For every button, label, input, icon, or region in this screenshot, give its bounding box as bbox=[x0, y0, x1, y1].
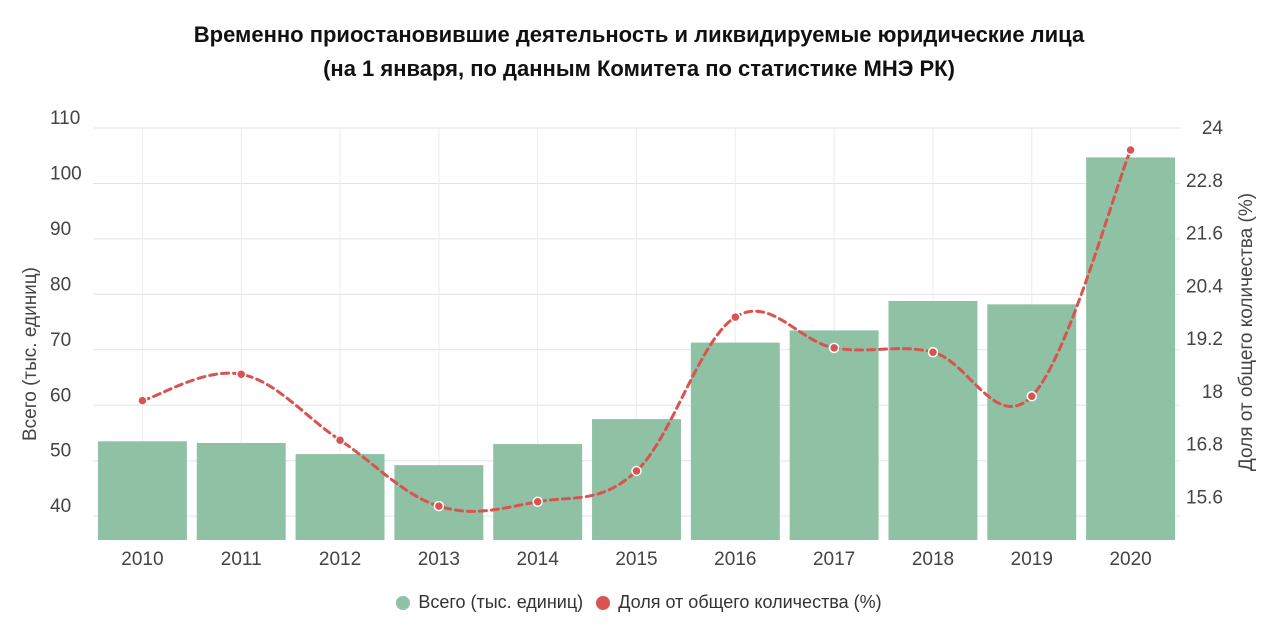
x-axis-ticks: 2010 2011 2012 2013 2014 2015 2016 2017 2018 2019… bbox=[121, 549, 1151, 570]
bar-2012 bbox=[295, 454, 385, 540]
line-point-2018 bbox=[927, 346, 939, 358]
y-left-tick-label: 70 bbox=[50, 330, 71, 351]
y-right-tick-label: 20.4 bbox=[1186, 276, 1223, 297]
bar-2015 bbox=[592, 419, 681, 540]
y-left-tick-label: 50 bbox=[50, 441, 71, 462]
line-point-2011 bbox=[235, 368, 247, 380]
chart-title: Временно приостановившие деятельность и … bbox=[0, 18, 1278, 86]
line-point-2014 bbox=[532, 496, 543, 507]
y-right-tick-label: 24 bbox=[1202, 118, 1224, 139]
x-tick-label-2014: 2014 bbox=[517, 549, 560, 570]
y-right-tick-label: 15.6 bbox=[1186, 487, 1223, 508]
line-point-2012 bbox=[334, 434, 346, 446]
y-left-tick-label: 80 bbox=[50, 274, 71, 295]
x-tick-label-2019: 2019 bbox=[1011, 549, 1053, 570]
y-right-ticks: 15.6 16.8 18 19.2 20.4 21.6 22.8 24 bbox=[1186, 118, 1223, 508]
chart-title-line2: (на 1 января, по данным Комитета по стат… bbox=[323, 56, 955, 81]
line-series-points bbox=[137, 144, 1136, 512]
line-point-2015 bbox=[631, 465, 642, 477]
chart-legend: Всего (тыс. единиц) Доля от общего колич… bbox=[0, 592, 1278, 615]
y-right-tick-label: 22.8 bbox=[1186, 171, 1223, 192]
bar-2011 bbox=[196, 442, 286, 540]
line-point-2020 bbox=[1125, 144, 1136, 156]
y-left-tick-label: 60 bbox=[50, 385, 71, 406]
line-series-path bbox=[140, 148, 1133, 513]
line-point-2019 bbox=[1026, 390, 1038, 402]
line-point-2016 bbox=[730, 311, 741, 323]
line-point-2017 bbox=[828, 342, 840, 354]
legend-label-bars: Всего (тыс. единиц) bbox=[418, 592, 584, 612]
legend-marker-line bbox=[596, 595, 611, 610]
bar-2016 bbox=[690, 342, 780, 540]
bar-2018 bbox=[888, 301, 978, 540]
legend-item-line[interactable]: Доля от общего количества (%) bbox=[596, 592, 882, 613]
chart-title-line1: Временно приостановившие деятельность и … bbox=[193, 22, 1085, 47]
bar-2014 bbox=[493, 444, 583, 540]
y-left-tick-label: 40 bbox=[50, 496, 71, 517]
bar-2010 bbox=[97, 441, 187, 540]
y-left-tick-label: 100 bbox=[50, 163, 82, 184]
y-right-tick-label: 16.8 bbox=[1186, 435, 1223, 456]
x-tick-label-2020: 2020 bbox=[1109, 549, 1151, 570]
bar-2017 bbox=[789, 330, 879, 540]
x-tick-label-2010: 2010 bbox=[121, 549, 163, 570]
x-tick-label-2018: 2018 bbox=[912, 549, 954, 570]
x-tick-label-2013: 2013 bbox=[418, 549, 460, 570]
y-right-tick-label: 19.2 bbox=[1186, 329, 1223, 350]
x-tick-label-2012: 2012 bbox=[319, 549, 361, 570]
x-tick-label-2016: 2016 bbox=[714, 549, 756, 570]
y-left-axis-title: Всего (тыс. единиц) bbox=[20, 267, 41, 441]
y-left-tick-label: 110 bbox=[50, 108, 80, 129]
y-left-ticks: 40 50 60 70 80 90 100 110 bbox=[50, 108, 82, 517]
line-point-2010 bbox=[137, 395, 148, 406]
y-right-tick-label: 18 bbox=[1202, 382, 1223, 403]
bar-series bbox=[97, 157, 1176, 540]
line-point-2013 bbox=[433, 500, 445, 512]
legend-marker-bars bbox=[396, 595, 411, 610]
legend-item-bars[interactable]: Всего (тыс. единиц) bbox=[396, 592, 583, 613]
bar-2020 bbox=[1086, 157, 1176, 540]
legend-label-line: Доля от общего количества (%) bbox=[618, 592, 882, 612]
y-right-tick-label: 21.6 bbox=[1186, 224, 1223, 245]
x-tick-label-2017: 2017 bbox=[813, 549, 855, 570]
y-right-axis-title: Доля от общего количества (%) bbox=[1236, 193, 1257, 471]
x-tick-label-2011: 2011 bbox=[221, 549, 262, 570]
x-tick-label-2015: 2015 bbox=[615, 549, 657, 570]
y-left-tick-label: 90 bbox=[50, 219, 71, 240]
